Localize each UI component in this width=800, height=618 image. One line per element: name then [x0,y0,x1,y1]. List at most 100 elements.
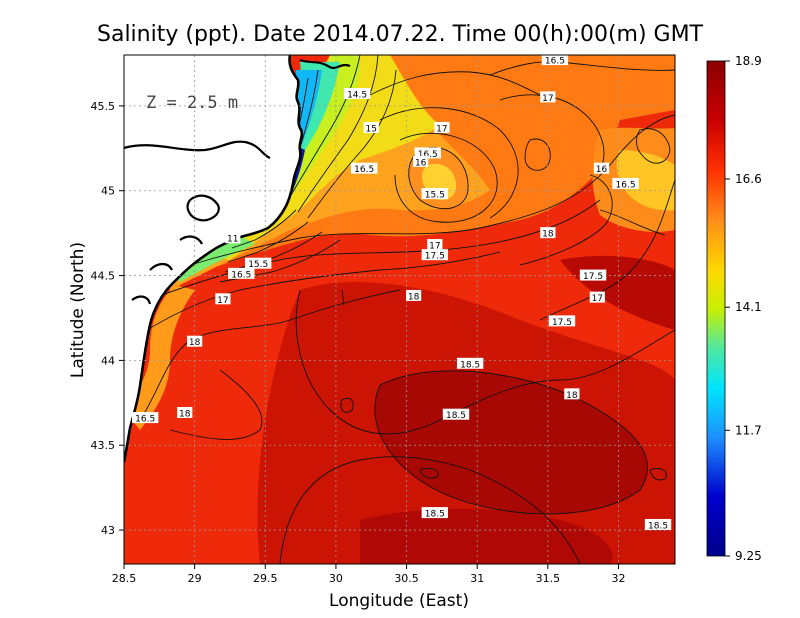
contour-label: 17 [217,296,228,306]
contour-label-box-1 [343,88,371,100]
x-tick-label: 30 [329,572,343,585]
contour-label: 16 [596,165,608,175]
contour-label-box-25 [177,406,193,418]
y-tick-label: 45 [101,185,115,198]
contour-label: 18 [189,338,201,348]
contour-label-box-10 [421,188,449,200]
colorbar-tick-label: 16.6 [735,172,762,186]
contour-label: 16.5 [616,180,636,190]
contour-label: 17.5 [425,252,445,262]
contour-label: 16.5 [354,165,374,175]
y-axis-ticks: 43 43.5 44 44.5 45 45.5 [91,100,124,537]
contour-label: 16.5 [545,57,565,67]
y-axis-label: Latitude (North) [68,242,88,378]
contour-label-box-11 [540,227,556,239]
contour-label-box-12 [225,232,241,244]
contour-label-box-24 [564,388,580,400]
contour-label: 18 [408,292,420,302]
contour-label: 16.5 [135,415,155,425]
contour-label-box-18 [406,289,422,301]
contour-label-box-20 [589,291,605,303]
contour-label: 18.5 [425,510,445,520]
land-mask [124,55,302,462]
contour-label: 16.5 [418,150,438,160]
contour-label-box-29 [644,518,672,530]
contour-label-box-14 [421,249,449,261]
contour-label: 18.5 [460,360,480,370]
plot-frame [123,54,676,565]
x-tick-label: 30.5 [394,572,419,585]
colorbar-tick-label: 18.9 [735,54,762,68]
colorbar-tick-label: 11.7 [735,423,762,437]
x-tick-label: 29 [188,572,202,585]
colorbar-ticks: 18.9 16.6 14.1 11.7 9.25 [725,54,762,563]
x-tick-label: 31 [470,572,484,585]
contour-label-box-4 [434,121,450,133]
contour-label-box-23 [456,357,484,369]
contour-label: 15 [366,124,377,134]
contour-label-box-2 [540,91,556,103]
contour-label-box-5 [414,147,441,159]
x-tick-label: 28.5 [112,572,137,585]
contour-label-box-3 [363,121,379,133]
contour-label: 17 [592,294,603,304]
y-tick-label: 43 [101,524,115,537]
contour-label: 15.5 [248,260,268,270]
contour-label-box-22 [187,335,203,347]
grid-lines [124,55,675,564]
contour-label-box-26 [131,412,159,424]
contour-label: 17 [429,242,440,252]
contour-label-box-9 [612,177,639,189]
contour-label-box-21 [548,315,576,327]
coastline [124,55,304,463]
contour-label: 18 [179,409,191,419]
contour-label-box-8 [593,162,610,174]
x-axis-label: Longitude (East) [329,591,469,611]
darkest-south-region [360,508,613,564]
contour-label: 17 [542,94,553,104]
x-tick-label: 29.5 [253,572,278,585]
contour-label: 16.5 [231,270,251,280]
plot-area [124,55,675,564]
colorbar-tick-label: 9.25 [735,549,762,563]
x-tick-label: 31.5 [536,572,561,585]
contour-label: 16 [415,158,427,168]
x-tick-label: 32 [611,572,625,585]
west-shelf-orange-region [124,285,195,430]
contour-label-box-6 [413,155,429,167]
contour-label: 14.5 [347,91,367,101]
contour-label-box-7 [350,162,378,174]
contour-label-box-15 [245,257,272,269]
contour-label: 18.5 [648,521,668,531]
contour-label-box-16 [228,267,255,279]
contour-label-box-13 [427,239,443,251]
depth-label: Z = 2.5 m [146,93,238,113]
chart-title: Salinity (ppt). Date 2014.07.22. Time 00… [97,22,704,47]
y-tick-label: 45.5 [91,100,116,113]
contour-label: 17.5 [583,272,603,282]
contour-label: 17.5 [552,318,572,328]
contour-label: 18.5 [446,411,466,421]
contour-label-box-27 [442,408,470,420]
y-tick-label: 43.5 [91,439,116,452]
contour-label-box-17 [579,269,607,281]
contour-label-box-28 [421,507,449,519]
colorbar-gradient [706,60,726,557]
contour-label: 11 [227,235,238,245]
y-tick-label: 44.5 [91,270,116,283]
x-axis-ticks: 28.5 29 29.5 30 30.5 31 31.5 32 [112,564,625,585]
contour-label-box-19 [215,293,231,305]
contour-label: 17 [436,124,447,134]
contour-label: 18 [566,391,578,401]
inland-coast-outline [124,58,351,305]
contour-label: 18 [542,230,554,240]
contour-label: 15.5 [425,191,445,201]
colorbar-tick-label: 14.1 [735,300,762,314]
contour-label-box-0 [541,54,569,66]
darkest-core-region [374,370,648,514]
y-tick-label: 44 [101,354,115,367]
east-yellow-patch [616,150,675,211]
colorbar: 18.9 16.6 14.1 11.7 9.25 [706,54,762,563]
